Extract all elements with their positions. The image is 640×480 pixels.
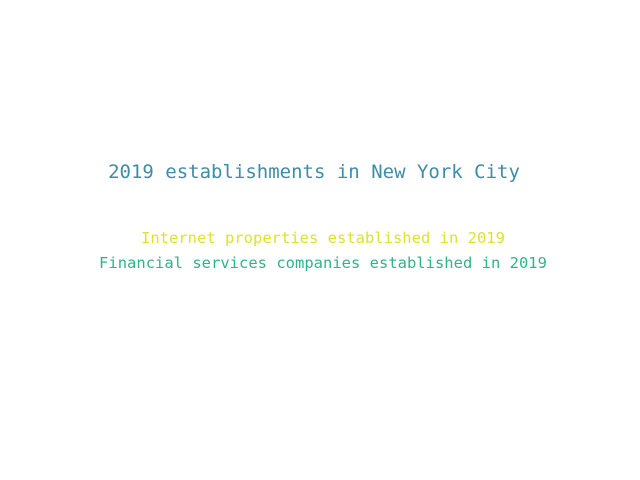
item-financial-services: Financial services companies established…	[99, 254, 547, 272]
diagram-title: 2019 establishments in New York City	[108, 161, 520, 183]
item-internet-properties: Internet properties established in 2019	[141, 229, 505, 247]
